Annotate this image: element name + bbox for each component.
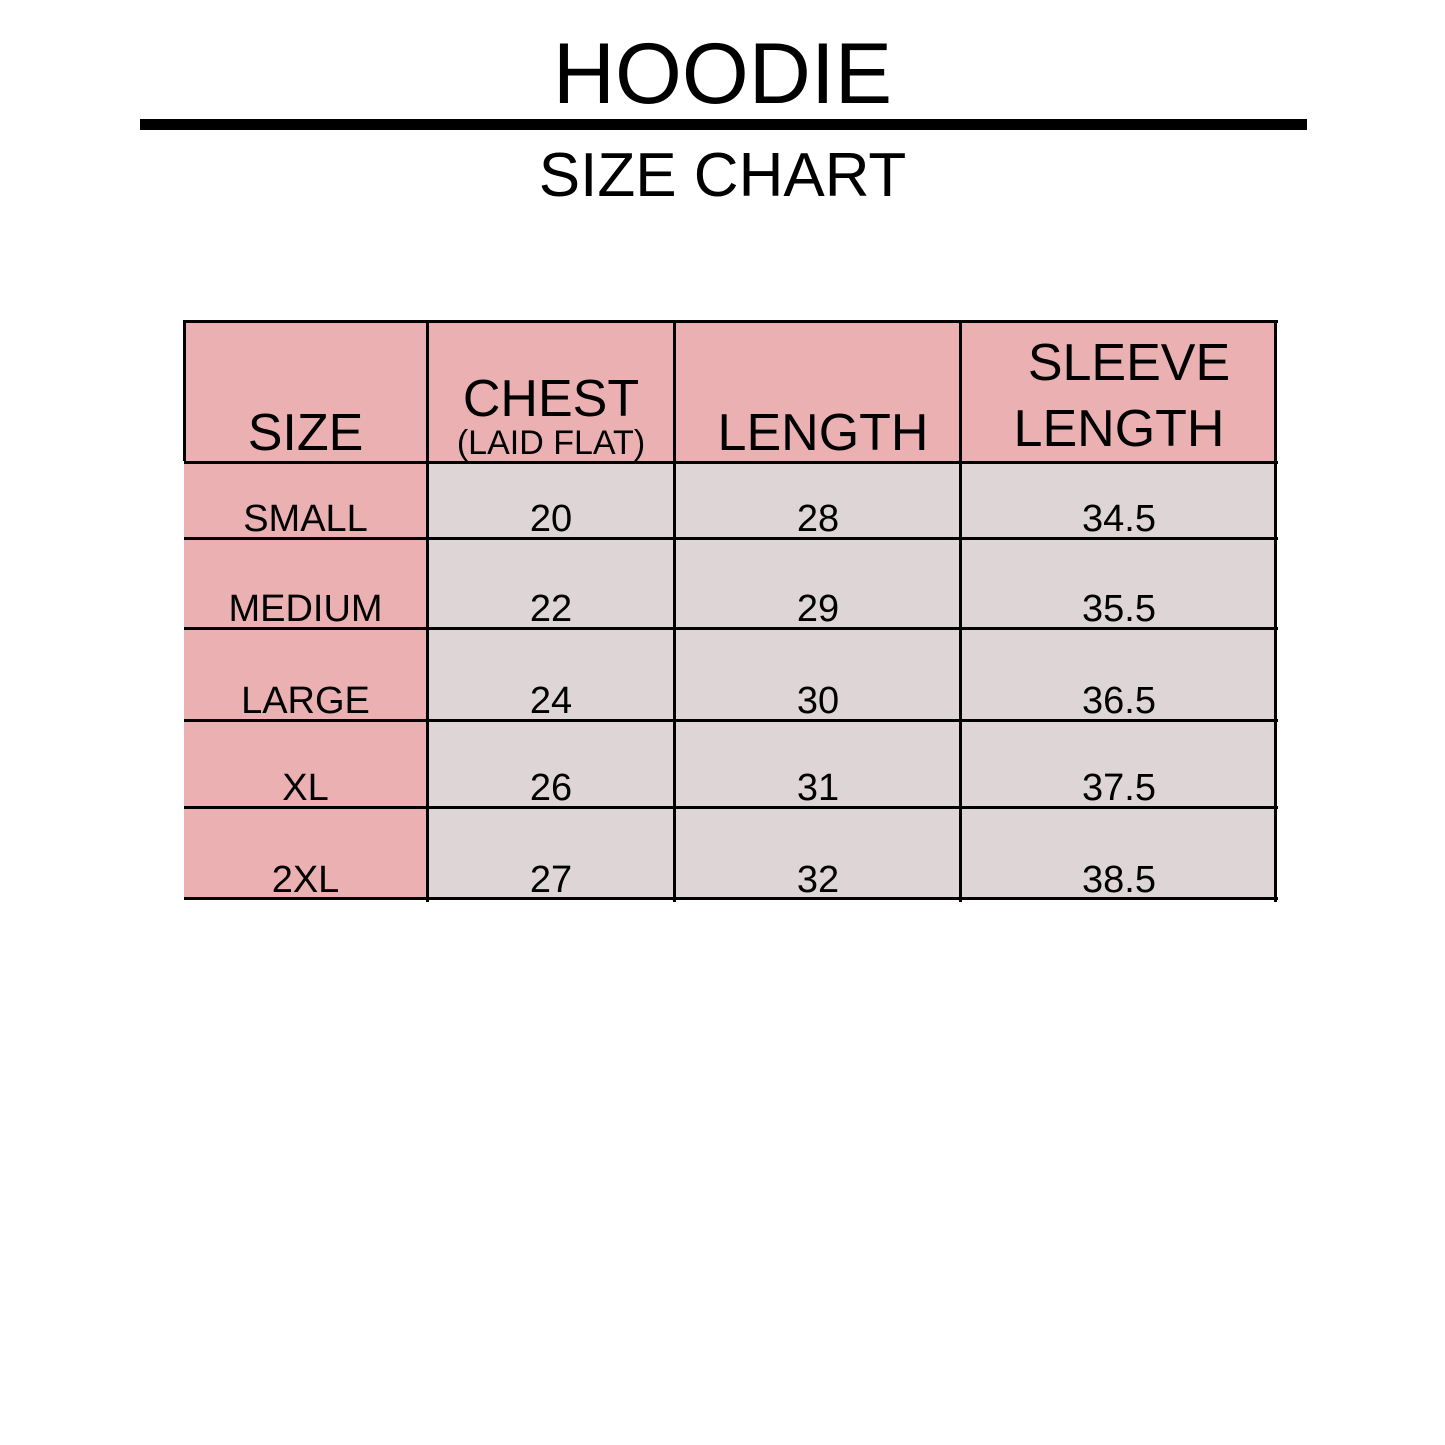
header-size: SIZE bbox=[184, 321, 427, 462]
cell-size-text: MEDIUM bbox=[228, 588, 383, 630]
table-border bbox=[184, 627, 1278, 630]
table-border bbox=[426, 320, 429, 902]
cell-size: XL bbox=[184, 721, 427, 808]
cell-chest: 20 bbox=[427, 462, 675, 539]
cell-size: LARGE bbox=[184, 629, 427, 721]
cell-sleeve-text: 36.5 bbox=[1082, 680, 1156, 722]
cell-sleeve-text: 34.5 bbox=[1082, 498, 1156, 540]
cell-length: 30 bbox=[675, 629, 961, 721]
cell-length-text: 30 bbox=[796, 680, 840, 722]
header-length-label: LENGTH bbox=[717, 404, 929, 462]
cell-chest-text: 24 bbox=[529, 680, 573, 722]
header-chest-sublabel: (LAID FLAT) bbox=[456, 424, 646, 462]
cell-size: 2XL bbox=[184, 808, 427, 900]
cell-length-text: 28 bbox=[796, 498, 840, 540]
cell-length: 31 bbox=[675, 721, 961, 808]
cell-sleeve-text: 38.5 bbox=[1082, 859, 1156, 901]
cell-chest-text: 22 bbox=[529, 588, 573, 630]
header-size-label: SIZE bbox=[247, 404, 364, 462]
cell-size-text: LARGE bbox=[241, 680, 370, 722]
title-divider bbox=[140, 119, 1307, 130]
cell-length-text: 31 bbox=[796, 767, 840, 809]
cell-size-text: SMALL bbox=[243, 498, 368, 540]
cell-sleeve-text: 35.5 bbox=[1082, 588, 1156, 630]
cell-length-text: 32 bbox=[796, 859, 840, 901]
cell-sleeve: 38.5 bbox=[961, 808, 1277, 900]
cell-chest-text: 26 bbox=[529, 767, 573, 809]
cell-length-text: 29 bbox=[796, 588, 840, 630]
cell-chest-text: 20 bbox=[529, 498, 573, 540]
header-length: LENGTH bbox=[675, 321, 961, 462]
cell-size: SMALL bbox=[184, 462, 427, 539]
cell-size: MEDIUM bbox=[184, 539, 427, 629]
header-sleeve-label-2: LENGTH bbox=[1013, 400, 1225, 458]
table-border bbox=[673, 320, 676, 902]
header-chest: CHEST (LAID FLAT) bbox=[427, 321, 675, 462]
cell-size-text: 2XL bbox=[271, 859, 340, 901]
cell-chest: 22 bbox=[427, 539, 675, 629]
cell-sleeve: 36.5 bbox=[961, 629, 1277, 721]
cell-length: 28 bbox=[675, 462, 961, 539]
cell-length: 29 bbox=[675, 539, 961, 629]
cell-chest: 26 bbox=[427, 721, 675, 808]
cell-size-text: XL bbox=[282, 767, 329, 809]
cell-chest: 27 bbox=[427, 808, 675, 900]
table-border bbox=[184, 897, 1278, 900]
table-border bbox=[184, 719, 1278, 722]
table-border bbox=[183, 320, 186, 461]
page-subtitle: SIZE CHART bbox=[538, 141, 907, 210]
table-border bbox=[184, 537, 1278, 540]
cell-sleeve: 37.5 bbox=[961, 721, 1277, 808]
page-title: HOODIE bbox=[552, 26, 893, 122]
cell-chest: 24 bbox=[427, 629, 675, 721]
cell-chest-text: 27 bbox=[529, 859, 573, 901]
header-chest-label: CHEST bbox=[462, 370, 640, 428]
table-border bbox=[959, 320, 962, 902]
header-sleeve-label: SLEEVE bbox=[1027, 334, 1231, 392]
cell-sleeve: 35.5 bbox=[961, 539, 1277, 629]
table-border bbox=[184, 320, 1278, 323]
header-sleeve-length: SLEEVE LENGTH bbox=[961, 321, 1277, 462]
table-border bbox=[1274, 320, 1277, 902]
cell-length: 32 bbox=[675, 808, 961, 900]
cell-sleeve-text: 37.5 bbox=[1082, 767, 1156, 809]
table-border bbox=[184, 806, 1278, 809]
table-border bbox=[184, 461, 1278, 464]
cell-sleeve: 34.5 bbox=[961, 462, 1277, 539]
